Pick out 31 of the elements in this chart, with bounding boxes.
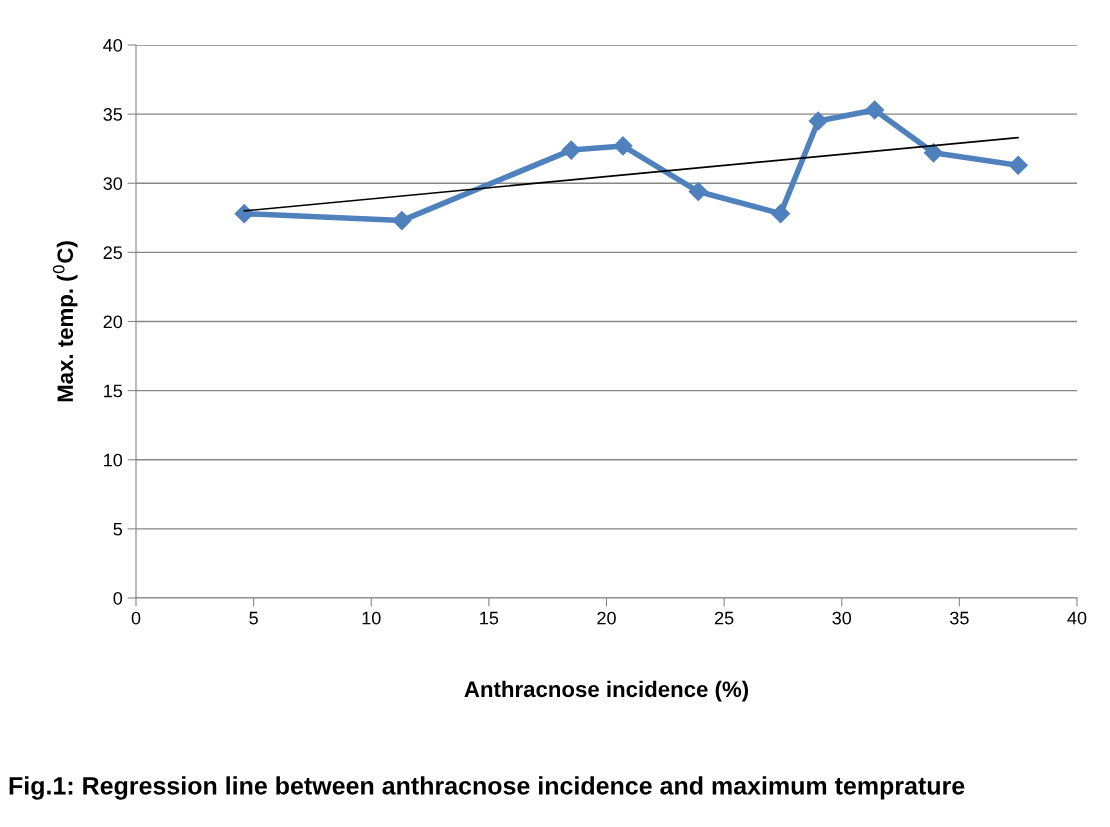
x-axis-title: Anthracnose incidence (%) — [464, 680, 749, 702]
y-tick-label: 10 — [104, 453, 123, 467]
x-tick-label: 40 — [1067, 611, 1087, 625]
point — [234, 204, 254, 224]
x-tick-label: 10 — [362, 611, 381, 625]
text: Fig.1: Regression line between anthracnose incidence and maximum temprature — [9, 776, 965, 800]
y-tick-label: 25 — [103, 246, 123, 260]
x-tick-label: 30 — [832, 611, 852, 625]
x-tick-label: 5 — [249, 611, 258, 625]
x-tick-label: 35 — [950, 611, 969, 625]
point — [865, 100, 885, 120]
x-tick-label: 15 — [480, 611, 499, 625]
y-tick-label: 35 — [103, 108, 123, 121]
y-tick-label: 40 — [103, 38, 123, 52]
x-tick-label: 25 — [714, 611, 734, 625]
y-tick-label: 20 — [103, 315, 123, 329]
x-tick-label: 20 — [597, 611, 616, 625]
y-axis-title: Max. temp. ($^{0}$C) — [52, 241, 78, 402]
point — [561, 140, 581, 160]
point — [808, 111, 828, 131]
y-tick-label: 30 — [103, 177, 123, 190]
point — [771, 204, 791, 224]
point — [688, 182, 708, 202]
y-tick-label: 5 — [113, 523, 123, 536]
y-tick-label: 15 — [104, 384, 123, 398]
x-tick-label: 0 — [131, 611, 141, 625]
point — [1008, 155, 1028, 175]
point — [923, 143, 944, 163]
point — [392, 211, 412, 231]
point — [613, 136, 633, 156]
y-tick-label: 0 — [113, 591, 123, 605]
